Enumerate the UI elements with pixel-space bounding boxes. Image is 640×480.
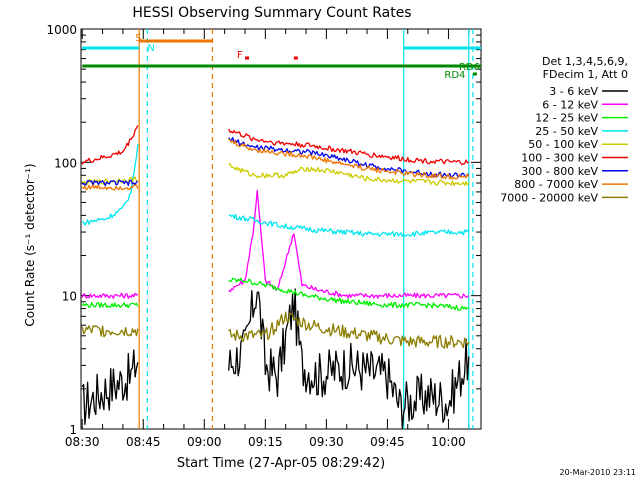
legend-entry-label: 800 - 7000 keV [514,178,598,191]
series-line [228,136,470,179]
axis-frame [80,28,482,430]
y-axis-label: Count Rate (s⁻¹ detector⁻¹) [23,163,37,326]
x-tick-label: 09:30 [309,435,344,449]
legend-entry-label: 25 - 50 keV [535,125,598,138]
series-line [81,143,139,226]
y-tick-label: 100 [54,156,77,170]
legend-header: FDecim 1, Att 0 [543,68,628,81]
series-line [81,324,139,338]
legend-entry-label: 7000 - 20000 keV [500,191,598,204]
flag-label: RD4 [444,70,465,81]
x-tick-label: 09:00 [187,435,222,449]
series-line [228,288,470,430]
x-tick-label: 09:15 [248,435,283,449]
series-line [81,349,139,425]
series-line [81,301,139,309]
legend-entry-label: 300 - 800 keV [521,165,598,178]
flag-label: F [237,50,243,61]
flag-label: S [135,33,141,44]
series-line [228,213,470,238]
series-line [81,179,139,187]
x-tick-label: 09:45 [370,435,405,449]
legend-header: Det 1,3,4,5,6,9, [542,55,628,68]
legend-entry-label: 100 - 300 keV [521,152,598,165]
series-line [228,311,470,349]
y-tick-label: 10 [62,290,77,304]
legend-entry-label: 50 - 100 keV [528,138,598,151]
series-line [228,163,470,186]
series-line [228,189,470,299]
series-line [228,128,469,166]
series-line [81,292,139,299]
flag-label: N [147,43,154,54]
chart-title: HESSI Observing Summary Count Rates [132,5,411,21]
x-tick-label: 10:00 [431,435,466,449]
series-line [228,138,470,180]
series-line [81,184,139,191]
legend-entry-label: 3 - 6 keV [549,85,598,98]
x-axis-label: Start Time (27-Apr-05 08:29:42) [177,456,385,471]
legend-entry-label: 6 - 12 keV [542,98,598,111]
series-line [81,125,139,165]
legend: Det 1,3,4,5,6,9,FDecim 1, Att 0 3 - 6 keV… [500,55,628,204]
x-tick-label: 08:45 [126,435,161,449]
flag-label: RD6 [459,62,480,73]
legend-entry-label: 12 - 25 keV [535,112,598,125]
y-tick-label: 1000 [46,23,77,37]
plot-area: 1 10 100 1000 08:30 08:45 09:00 09:15 09:30 09:45… [46,23,482,449]
series-line [228,277,470,311]
x-tick-label: 08:30 [65,435,100,449]
y-tick-label: 1 [69,423,77,437]
footer-date: 20-Mar-2010 23:11 [560,468,637,477]
